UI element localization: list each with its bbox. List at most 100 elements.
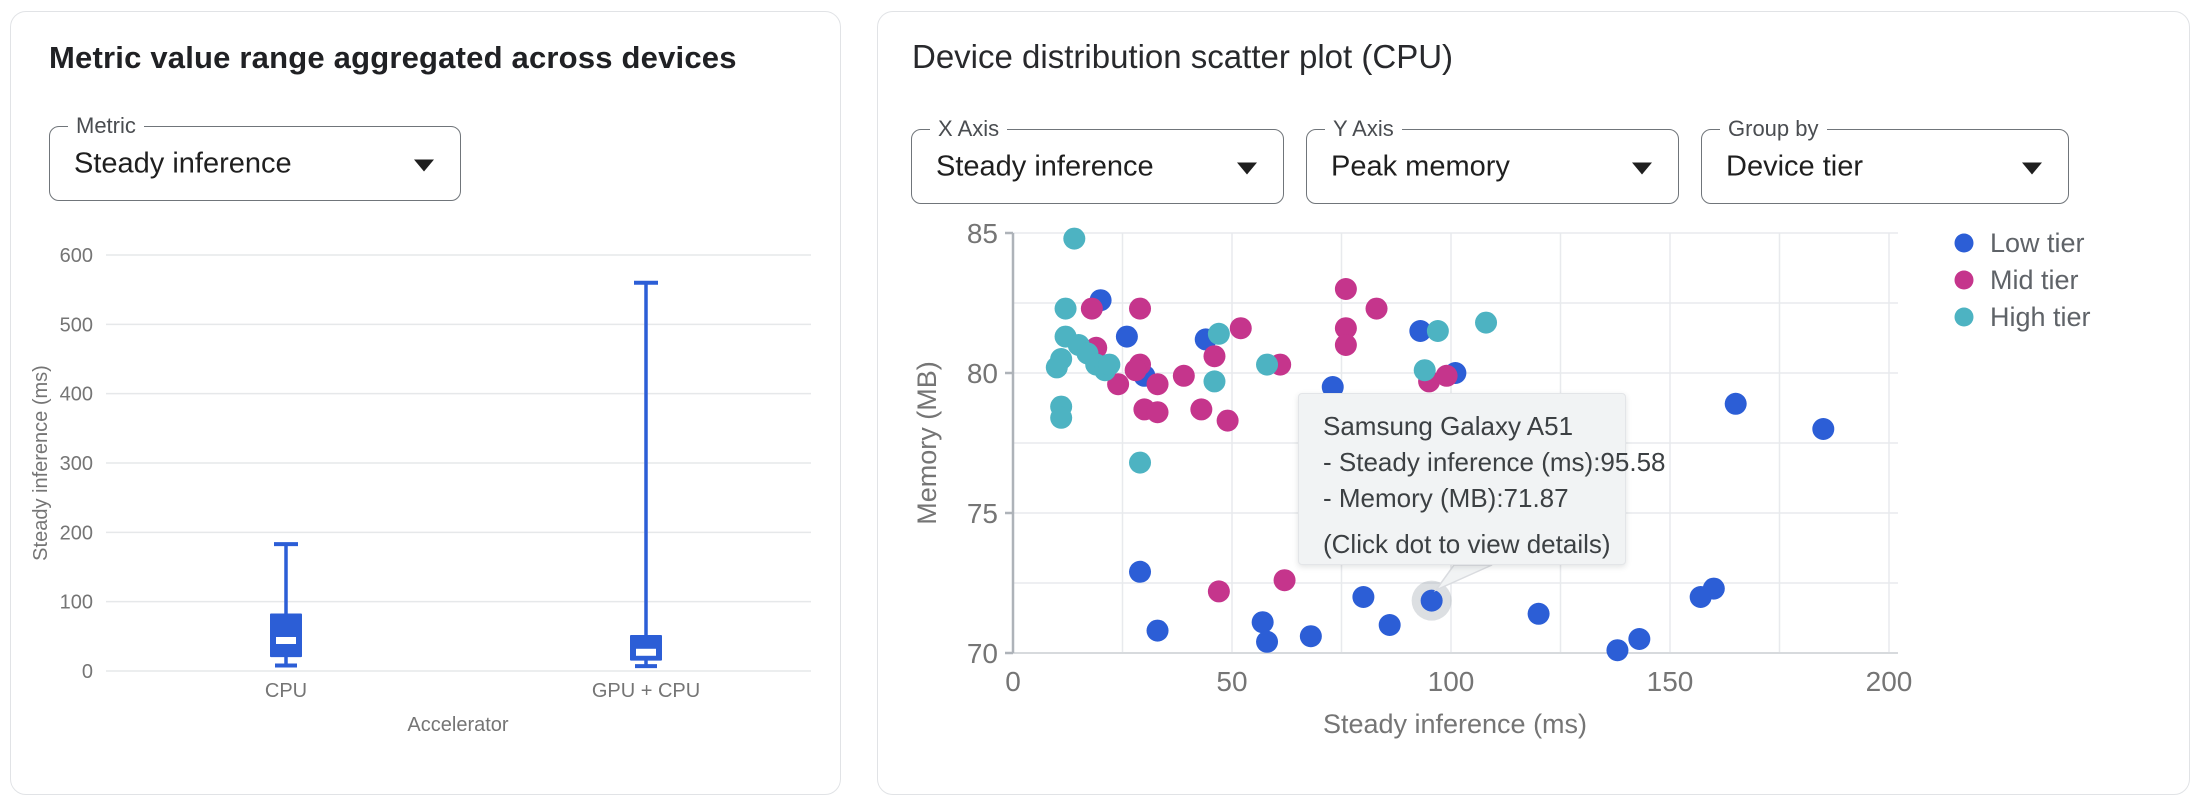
tooltip-metric-line-2: - Memory (MB):71.87 [1323,483,1569,513]
scatter-dot[interactable] [1724,392,1747,415]
legend-item: Mid tier [1954,265,2079,295]
box-whisker[interactable] [270,542,302,668]
y-tick-label: 85 [967,221,998,249]
x-tick-label: 0 [1005,666,1021,697]
scatter-dot[interactable] [1080,297,1103,320]
scatter-dot[interactable] [1256,630,1279,653]
scatter-dot[interactable] [1045,356,1068,379]
tooltip-tail [1433,564,1493,592]
scatter-dot[interactable] [1426,320,1449,342]
y-tick-label: 70 [967,638,998,669]
legend-label: Mid tier [1990,265,2079,295]
scatter-dot[interactable] [1229,317,1252,340]
legend-item: High tier [1954,302,2091,332]
y-tick-label: 300 [60,453,93,475]
scatter-dot[interactable] [1146,373,1169,396]
scatter-dot[interactable] [1207,322,1230,345]
scatter-dot[interactable] [1420,589,1443,612]
metric-select-value: Steady inference [74,147,292,179]
metric-select[interactable]: Metric Steady inference [49,113,461,201]
scatter-dot[interactable] [1378,614,1401,636]
tooltip-device-name: Samsung Galaxy A51 [1323,411,1574,441]
boxplot-card-title: Metric value range aggregated across dev… [49,40,737,75]
scatter-dot[interactable] [1172,364,1195,387]
box-iqr[interactable] [630,634,662,661]
scatter-dot[interactable] [1334,317,1357,340]
scatter-dot[interactable] [1063,227,1086,250]
legend-swatch [1954,270,1974,290]
y-tick-label: 100 [60,592,93,614]
y-tick-label: 500 [60,314,93,336]
scatter-dot[interactable] [1203,370,1226,393]
scatter-dot[interactable] [1256,353,1279,376]
scatter-dot[interactable] [1409,320,1432,342]
x-category-label: GPU + CPU [592,680,700,702]
legend-swatch [1954,233,1974,253]
boxplot-y-axis-title: Steady inference (ms) [30,365,52,561]
tooltip-metric-line-1: - Steady inference (ms):95.58 [1323,447,1666,477]
chevron-down-icon [414,158,434,171]
scatter-dot[interactable] [1054,297,1077,320]
median-line [636,648,656,656]
chevron-down-icon [1237,161,1257,174]
scatter-dot[interactable] [1124,359,1147,382]
scatter-dot[interactable] [1413,359,1436,382]
scatter-dot[interactable] [1299,625,1322,648]
group-by-select-value: Device tier [1726,150,1863,182]
y-tick-label: 600 [60,245,93,267]
x-tick-label: 100 [1428,666,1475,697]
box-whisker[interactable] [630,280,662,669]
boxplot-x-axis-title: Accelerator [407,714,508,736]
scatter-dot[interactable] [1207,580,1230,603]
scatter-dot[interactable] [1129,451,1152,474]
scatter-dot[interactable] [1628,628,1651,650]
median-line [276,636,296,644]
group-by-select[interactable]: Group by Device tier [1701,116,2069,204]
legend-swatch [1954,307,1974,327]
y-axis-select-value: Peak memory [1331,150,1510,182]
scatter-dot[interactable] [1321,376,1344,398]
scatter-dot[interactable] [1334,334,1357,356]
scatter-dot[interactable] [1115,325,1138,348]
scatter-dot[interactable] [1107,373,1130,396]
x-axis-select[interactable]: X Axis Steady inference [911,116,1284,204]
x-tick-label: 50 [1216,666,1247,697]
scatter-dot[interactable] [1435,364,1458,387]
scatter-dot[interactable] [1050,406,1073,429]
chevron-down-icon [1632,161,1652,174]
y-tick-label: 75 [967,498,998,529]
scatter-dot[interactable] [1702,577,1725,600]
metric-select-label: Metric [68,113,144,139]
boxplot-chart: 0 100 200 300 400 500 600 Steady inference (ms)… [11,231,842,796]
scatter-dot[interactable] [1251,611,1274,634]
scatter-dot[interactable] [1365,297,1388,320]
y-tick-label: 400 [60,384,93,406]
scatter-dot[interactable] [1352,586,1375,608]
scatter-dot[interactable] [1129,297,1152,320]
scatter-dot[interactable] [1203,345,1226,368]
scatter-dot[interactable] [1527,602,1550,625]
scatter-dot[interactable] [1812,418,1835,440]
legend-label: Low tier [1990,228,2085,258]
scatter-dot[interactable] [1098,353,1121,376]
scatter-dot[interactable] [1475,311,1498,334]
boxplot-svg: 0 100 200 300 400 500 600 Steady inference (ms)… [30,245,811,736]
scatter-dot[interactable] [1190,398,1213,421]
y-tick-label: 200 [60,522,93,544]
box-iqr[interactable] [270,613,302,658]
y-tick-label: 0 [82,661,93,683]
scatter-dot[interactable] [1129,560,1152,583]
legend-item: Low tier [1954,228,2085,258]
scatter-dot[interactable] [1216,409,1239,432]
scatter-x-axis-title: Steady inference (ms) [1323,709,1587,739]
y-axis-select[interactable]: Y Axis Peak memory [1306,116,1679,204]
scatter-tooltip: Samsung Galaxy A51 - Steady inference (m… [1298,393,1666,565]
boxplot-card: Metric value range aggregated across dev… [10,11,841,795]
x-axis-select-value: Steady inference [936,150,1154,182]
scatter-dot[interactable] [1273,569,1296,592]
scatter-dot[interactable] [1606,639,1629,662]
scatter-dot[interactable] [1146,401,1169,424]
scatter-dot[interactable] [1334,278,1357,300]
x-tick-label: 200 [1866,666,1913,697]
scatter-dot[interactable] [1146,619,1169,642]
